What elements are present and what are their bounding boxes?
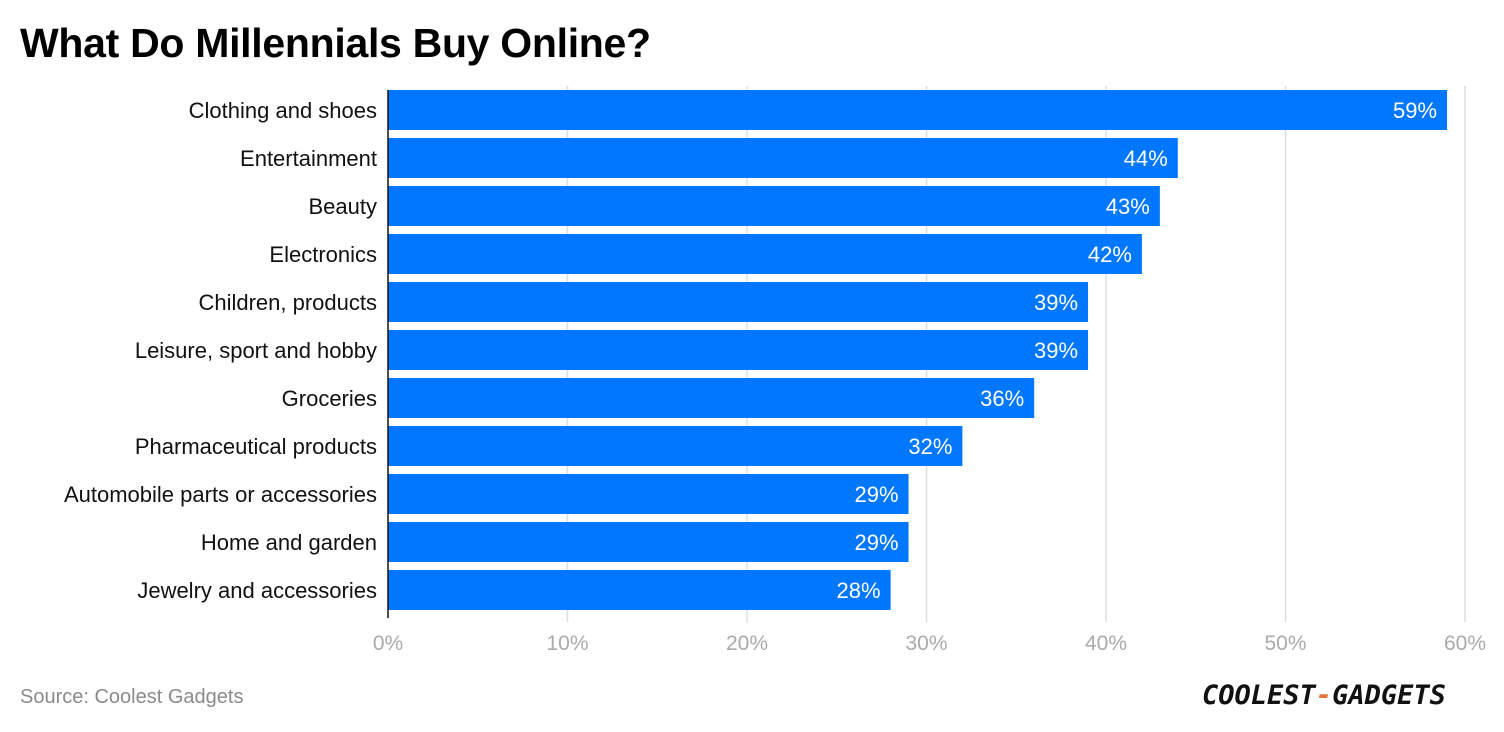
bar xyxy=(388,234,1142,274)
x-tick-label: 50% xyxy=(1264,632,1306,655)
value-label: 59% xyxy=(1393,98,1437,123)
x-axis-tick-labels: 0% 10% 20% 30% 40% 50% 60% xyxy=(373,632,1486,655)
category-label: Pharmaceutical products xyxy=(135,434,377,459)
category-label: Entertainment xyxy=(240,146,377,171)
x-tick-label: 40% xyxy=(1085,632,1127,655)
logo-text-coolest: COOLEST xyxy=(1202,680,1316,711)
chart-title: What Do Millennials Buy Online? xyxy=(20,20,651,66)
value-label: 29% xyxy=(855,482,899,507)
value-label: 42% xyxy=(1088,242,1132,267)
category-label: Jewelry and accessories xyxy=(137,578,377,603)
bar xyxy=(388,330,1089,370)
category-labels: Clothing and shoes Entertainment Beauty Ele… xyxy=(64,98,377,603)
bars xyxy=(388,90,1448,610)
category-label: Electronics xyxy=(269,242,377,267)
value-label: 44% xyxy=(1124,146,1168,171)
category-label: Groceries xyxy=(282,386,377,411)
bar xyxy=(388,138,1178,178)
source-note: Source: Coolest Gadgets xyxy=(20,686,244,708)
logo-dash: - xyxy=(1315,680,1333,711)
x-tick-label: 60% xyxy=(1444,632,1486,655)
x-tick-label: 30% xyxy=(905,632,947,655)
bar xyxy=(388,282,1089,322)
category-label: Beauty xyxy=(309,194,378,219)
bar xyxy=(388,186,1160,226)
x-tick-label: 0% xyxy=(373,632,403,655)
bar xyxy=(388,522,909,562)
category-label: Children, products xyxy=(198,290,377,315)
value-label: 28% xyxy=(837,578,881,603)
value-labels: 59% 44% 43% 42% 39% 39% 36% 32% 29% 29% 28% xyxy=(837,98,1437,603)
value-label: 36% xyxy=(980,386,1024,411)
bar xyxy=(388,570,891,610)
bar xyxy=(388,90,1448,130)
bar xyxy=(388,378,1035,418)
category-label: Automobile parts or accessories xyxy=(64,482,377,507)
category-label: Clothing and shoes xyxy=(189,98,377,123)
category-label: Home and garden xyxy=(201,530,377,555)
logo-text-gadgets: GADGETS xyxy=(1332,680,1446,711)
bar xyxy=(388,426,963,466)
x-tick-label: 20% xyxy=(726,632,768,655)
value-label: 39% xyxy=(1034,290,1078,315)
coolest-gadgets-logo: COOLEST-GADGETS xyxy=(1202,680,1446,711)
value-label: 39% xyxy=(1034,338,1078,363)
x-tick-label: 10% xyxy=(546,632,588,655)
category-label: Leisure, sport and hobby xyxy=(135,338,377,363)
value-label: 43% xyxy=(1106,194,1150,219)
value-label: 32% xyxy=(908,434,952,459)
bar xyxy=(388,474,909,514)
value-label: 29% xyxy=(855,530,899,555)
